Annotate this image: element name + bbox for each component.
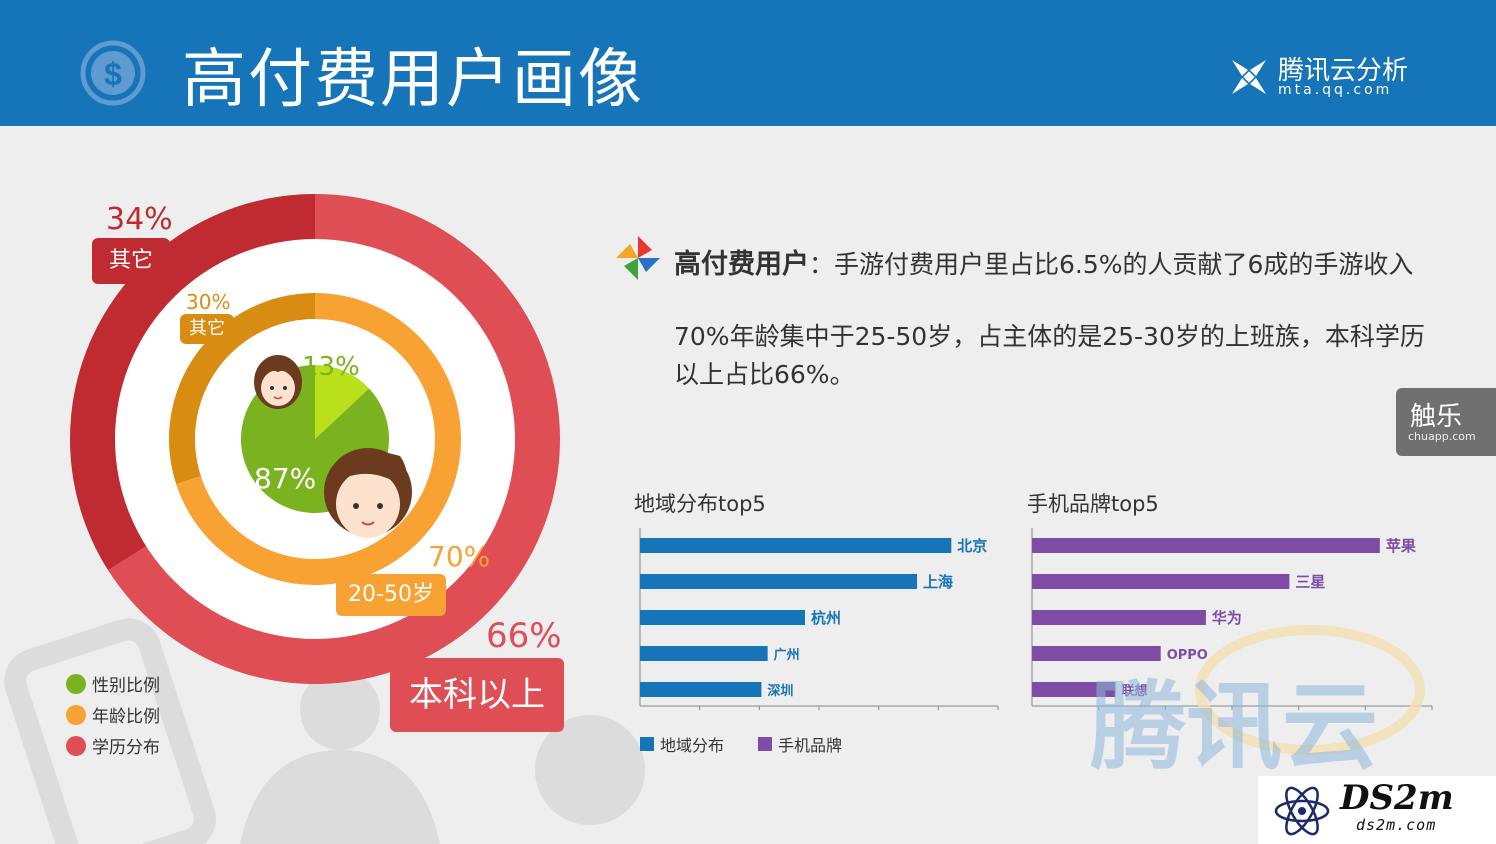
bar-legend-swatch xyxy=(640,737,654,751)
bar xyxy=(640,610,805,625)
legend-label: 性别比例 xyxy=(92,676,160,696)
bar-label: 苹果 xyxy=(1386,537,1417,555)
bar-legend-item: 手机品牌 xyxy=(758,732,842,756)
description-text: 70%年龄集中于25-50岁，占主体的是25-30岁的上班族，本科学历以上占比6… xyxy=(674,322,1425,389)
female-avatar-icon xyxy=(254,355,302,409)
bar-label: 华为 xyxy=(1212,609,1242,627)
bar-label: 杭州 xyxy=(811,609,841,627)
bar-legend-label: 地域分布 xyxy=(660,736,725,755)
ds2m-name: DS2m xyxy=(1340,778,1454,818)
female-pct: 13% xyxy=(302,352,360,382)
description-headline: 高付费用户：手游付费用户里占比6.5%的人贡献了6成的手游收入 xyxy=(674,242,1413,281)
bar xyxy=(1032,610,1206,625)
background-decoration xyxy=(4,618,645,844)
male-avatar-icon xyxy=(324,448,412,538)
ds2m-url: ds2m.com xyxy=(1356,816,1437,834)
bar-label: 深圳 xyxy=(767,683,793,699)
page-title: 高付费用户画像 xyxy=(182,43,644,117)
bar-legend-swatch xyxy=(758,737,773,751)
age-other-tag: 其它 xyxy=(180,314,234,344)
bar xyxy=(1032,682,1116,697)
chuapp-name: 触乐 xyxy=(1410,402,1463,432)
tencent-cloud-watermark: 腾讯云 xyxy=(1090,625,1425,783)
age-other-pct: 30% xyxy=(186,290,231,314)
brand-logo: 腾讯云分析 mta.qq.com xyxy=(1228,52,1488,112)
bar-label: 北京 xyxy=(957,537,987,555)
legend-swatch xyxy=(66,735,86,756)
legend-swatch xyxy=(66,673,86,694)
dollar-icon: $ xyxy=(80,40,146,106)
legend-label: 年龄比例 xyxy=(92,707,160,727)
header-bar: $ 高付费用户画像 腾讯云分析 mta.qq.com xyxy=(0,0,1496,126)
donut-chart xyxy=(70,194,561,685)
tencent-cloud-icon xyxy=(1232,60,1266,94)
legend-swatch xyxy=(66,704,86,725)
bar-legend-item: 地域分布 xyxy=(640,732,724,756)
description-head-rest: ：手游付费用户里占比6.5%的人贡献了6成的手游收入 xyxy=(809,250,1414,279)
edu-main-pct: 66% xyxy=(486,616,562,656)
edu-main-tag: 本科以上 xyxy=(390,658,564,732)
atom-icon xyxy=(1274,786,1330,836)
male-pct: 87% xyxy=(254,462,317,495)
svg-text:$: $ xyxy=(104,56,122,92)
legend-item: 性别比例 xyxy=(66,668,160,699)
legend-item: 学历分布 xyxy=(66,730,160,761)
region-chart-title: 地域分布top5 xyxy=(634,492,766,516)
legend-item: 年龄比例 xyxy=(66,699,160,730)
bar xyxy=(640,538,952,553)
brand-name: 腾讯云分析 xyxy=(1278,56,1409,86)
chuapp-url: chuapp.com xyxy=(1408,430,1476,443)
bar xyxy=(640,574,918,589)
brand-chart-title: 手机品牌top5 xyxy=(1027,492,1159,516)
female-slice xyxy=(315,365,369,439)
edu-other-tag: 其它 xyxy=(92,238,170,284)
brand-url: mta.qq.com xyxy=(1278,82,1393,98)
bar-label: 上海 xyxy=(923,573,953,591)
description-head-bold: 高付费用户 xyxy=(674,249,809,280)
edu-other-pct: 34% xyxy=(106,202,173,237)
bar-legend-label: 手机品牌 xyxy=(778,736,843,755)
bar xyxy=(1032,646,1161,661)
donut-legend: 性别比例 年龄比例 学历分布 xyxy=(66,668,160,761)
bar xyxy=(1032,538,1380,553)
pinwheel-icon xyxy=(616,236,660,280)
chuapp-logo: 触乐 chuapp.com xyxy=(1396,388,1496,456)
ds2m-watermark: DS2m ds2m.com xyxy=(1258,776,1496,844)
age-main-tag: 20-50岁 xyxy=(336,574,446,616)
bar-label: OPPO xyxy=(1167,648,1208,663)
bar-label: 联想 xyxy=(1121,683,1147,699)
bar-legend: 地域分布 手机品牌 xyxy=(640,732,876,756)
bar xyxy=(640,646,768,661)
watermark-text: 腾讯云 xyxy=(1090,671,1378,783)
bar-label: 三星 xyxy=(1295,573,1325,591)
bar xyxy=(1032,574,1290,589)
age-main-pct: 70% xyxy=(428,540,491,573)
legend-label: 学历分布 xyxy=(92,738,160,758)
bar-label: 广州 xyxy=(774,647,800,663)
bar xyxy=(640,682,762,697)
